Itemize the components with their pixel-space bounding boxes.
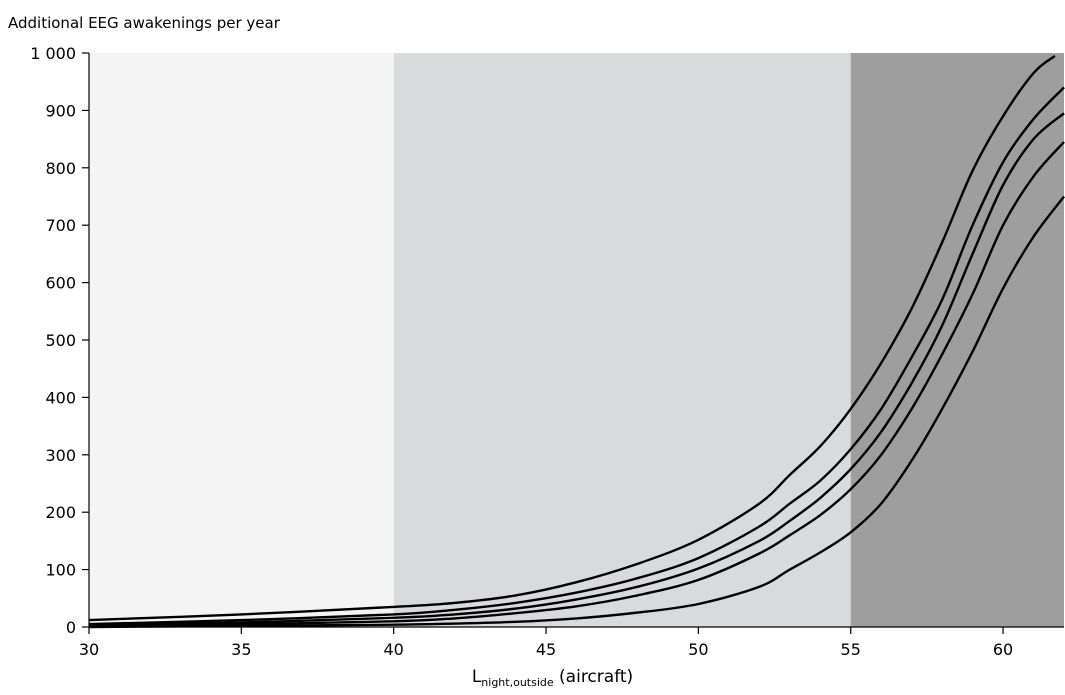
background-band-1 — [89, 53, 394, 627]
series-line-4 — [88, 141, 1065, 628]
x-tick-label: 30 — [79, 640, 99, 659]
series-line-5 — [88, 195, 1065, 629]
x-tick-label: 45 — [536, 640, 556, 659]
series-lines — [88, 54, 1065, 629]
y-tick-label: 100 — [45, 561, 76, 580]
y-tick-label: 900 — [45, 101, 76, 120]
y-tick-label: 1 000 — [30, 44, 76, 63]
x-tick-label: 50 — [688, 640, 708, 659]
x-tick-label: 60 — [993, 640, 1013, 659]
y-tick-label: 300 — [45, 446, 76, 465]
y-axis-label: Additional EEG awakenings per year — [8, 14, 280, 32]
x-tick-label: 35 — [231, 640, 251, 659]
series-line-3 — [88, 112, 1065, 627]
y-tick-label: 500 — [45, 331, 76, 350]
x-tick-label: 40 — [384, 640, 404, 659]
series-line-2 — [88, 86, 1065, 626]
x-ticks: 30 35 40 45 50 55 60 — [79, 627, 1013, 659]
y-tick-label: 700 — [45, 216, 76, 235]
x-axis-label: Lnight,outside (aircraft) — [471, 667, 634, 689]
x-tick-label: 55 — [841, 640, 861, 659]
y-ticks: 0 100 200 300 400 500 600 700 800 900 1 000 — [30, 44, 89, 637]
background-band-3 — [850, 53, 1064, 627]
y-tick-label: 600 — [45, 274, 76, 293]
series-line-1 — [88, 54, 1056, 622]
y-tick-label: 0 — [66, 618, 76, 637]
y-tick-label: 400 — [45, 388, 76, 407]
y-tick-label: 800 — [45, 159, 76, 178]
y-tick-label: 200 — [45, 503, 76, 522]
background-bands — [89, 53, 1064, 627]
